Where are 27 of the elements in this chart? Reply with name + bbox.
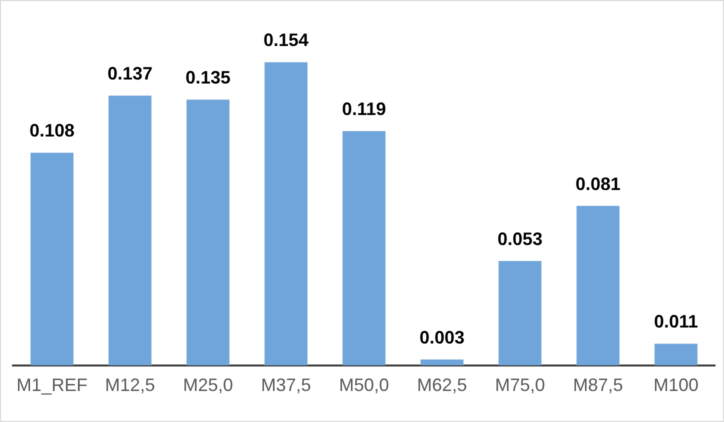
bar	[186, 100, 230, 366]
x-tick-label: M75,0	[494, 375, 546, 396]
x-tick-label: M25,0	[182, 375, 234, 396]
bar	[654, 344, 698, 366]
data-label: 0.137	[107, 64, 153, 84]
x-tick-label: M37,5	[260, 375, 312, 396]
data-label: 0.053	[497, 229, 543, 250]
data-label: 0.011	[654, 312, 698, 332]
bar	[264, 62, 308, 366]
data-label: 0.135	[185, 68, 231, 88]
x-tick-label: M12,5	[104, 375, 156, 396]
x-tick-label: M100	[653, 375, 699, 396]
data-label: 0.003	[419, 327, 465, 348]
data-label: 0.119	[342, 99, 386, 120]
bar	[30, 152, 74, 366]
bar	[342, 131, 386, 366]
data-label: 0.154	[263, 30, 309, 50]
bar	[420, 359, 464, 366]
bar	[108, 96, 152, 366]
bar	[498, 261, 542, 366]
x-tick-label: M1_REF	[16, 375, 88, 396]
bar	[576, 206, 620, 366]
data-label: 0.081	[575, 174, 621, 194]
x-tick-label: M62,5	[416, 375, 468, 396]
x-tick-label: M50,0	[338, 375, 390, 396]
data-label: 0.108	[29, 120, 75, 141]
x-tick-label: M87,5	[572, 375, 624, 396]
